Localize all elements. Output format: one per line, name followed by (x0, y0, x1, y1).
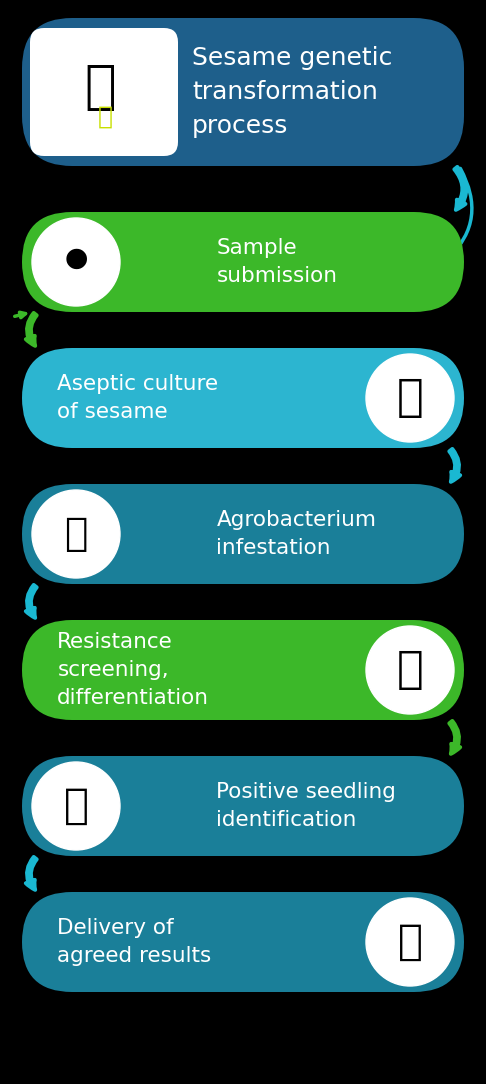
Text: 📦: 📦 (398, 921, 422, 963)
FancyArrowPatch shape (26, 585, 37, 618)
Circle shape (32, 490, 120, 578)
Circle shape (32, 762, 120, 850)
FancyArrowPatch shape (449, 449, 460, 482)
Circle shape (366, 625, 454, 714)
FancyArrowPatch shape (449, 721, 460, 753)
Text: 🧫: 🧫 (397, 648, 423, 692)
Text: Positive seedling
identification: Positive seedling identification (216, 782, 397, 830)
FancyBboxPatch shape (30, 28, 178, 156)
FancyArrowPatch shape (454, 167, 467, 210)
Text: Resistance
screening,
differentiation: Resistance screening, differentiation (57, 632, 209, 708)
Text: 💉: 💉 (64, 515, 87, 553)
Circle shape (32, 218, 120, 306)
Text: Agrobacterium
infestation: Agrobacterium infestation (216, 509, 377, 558)
Text: Sample
submission: Sample submission (216, 238, 337, 286)
Circle shape (366, 898, 454, 986)
Text: Aseptic culture
of sesame: Aseptic culture of sesame (57, 374, 219, 422)
Text: 💧: 💧 (98, 105, 112, 129)
FancyBboxPatch shape (22, 18, 464, 166)
FancyBboxPatch shape (22, 483, 464, 584)
FancyBboxPatch shape (22, 892, 464, 992)
FancyBboxPatch shape (22, 756, 464, 856)
Text: 🌿: 🌿 (84, 61, 116, 113)
Text: 🌱: 🌱 (397, 376, 423, 420)
Text: 🔬: 🔬 (64, 785, 88, 827)
Text: ⚫: ⚫ (57, 241, 95, 284)
FancyBboxPatch shape (22, 620, 464, 720)
FancyBboxPatch shape (22, 212, 464, 312)
FancyBboxPatch shape (22, 348, 464, 448)
Circle shape (366, 354, 454, 442)
FancyArrowPatch shape (26, 313, 37, 346)
FancyArrowPatch shape (26, 857, 37, 890)
Text: Delivery of
agreed results: Delivery of agreed results (57, 918, 211, 966)
Text: Sesame genetic
transformation
process: Sesame genetic transformation process (192, 47, 392, 138)
